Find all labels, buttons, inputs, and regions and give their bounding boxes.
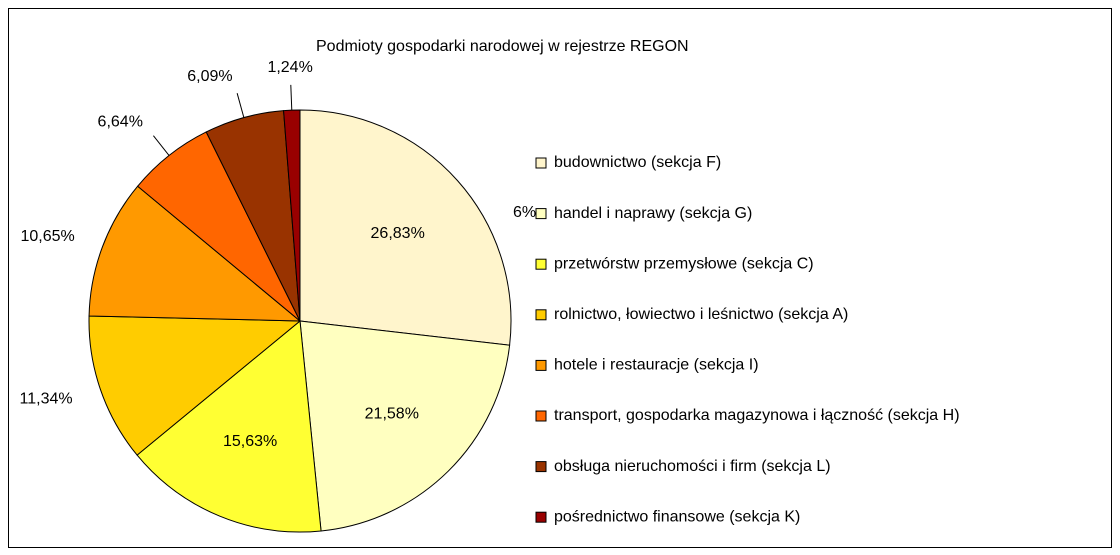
legend-label: obsługa nieruchomości i firm (sekcja L) <box>554 458 831 475</box>
data-label: 10,65% <box>20 228 74 245</box>
legend-swatch <box>535 511 547 523</box>
data-label: 15,63% <box>223 433 277 450</box>
legend-label: przetwórstw przemysłowe (sekcja C) <box>554 255 814 272</box>
legend-swatch <box>535 157 547 169</box>
annotation: 6% <box>513 204 536 221</box>
pie-slice <box>299 109 512 346</box>
legend-swatch <box>535 461 547 473</box>
leader-line <box>236 93 245 118</box>
pie-slice <box>299 320 511 532</box>
legend-label: transport, gospodarka magazynowa i łączn… <box>554 407 960 424</box>
data-label: 21,58% <box>365 405 419 422</box>
legend-label: hotele i restauracje (sekcja I) <box>554 357 759 374</box>
pie-slice <box>136 320 322 533</box>
data-label: 6,09% <box>187 68 232 85</box>
legend-label: pośrednictwo finansowe (sekcja K) <box>554 508 800 525</box>
legend-label: budownictwo (sekcja F) <box>554 154 721 171</box>
legend-swatch <box>535 258 547 270</box>
data-label: 26,83% <box>371 225 425 242</box>
legend-swatch <box>535 208 547 220</box>
leader-line <box>290 84 293 111</box>
chart-title: Podmioty gospodarki narodowej w rejestrz… <box>316 38 689 55</box>
legend-swatch <box>535 309 547 321</box>
data-label: 1,24% <box>267 59 312 76</box>
legend-swatch <box>535 410 547 422</box>
data-label: 11,34% <box>20 391 73 408</box>
legend-label: handel i naprawy (sekcja G) <box>554 205 752 222</box>
legend-swatch <box>535 359 547 371</box>
pie-slice <box>88 315 302 456</box>
legend-label: rolnictwo, łowiectwo i leśnictwo (sekcja… <box>554 306 848 323</box>
pie-slice <box>88 185 302 322</box>
data-label: 6,64% <box>98 114 143 131</box>
leader-line <box>153 135 170 156</box>
